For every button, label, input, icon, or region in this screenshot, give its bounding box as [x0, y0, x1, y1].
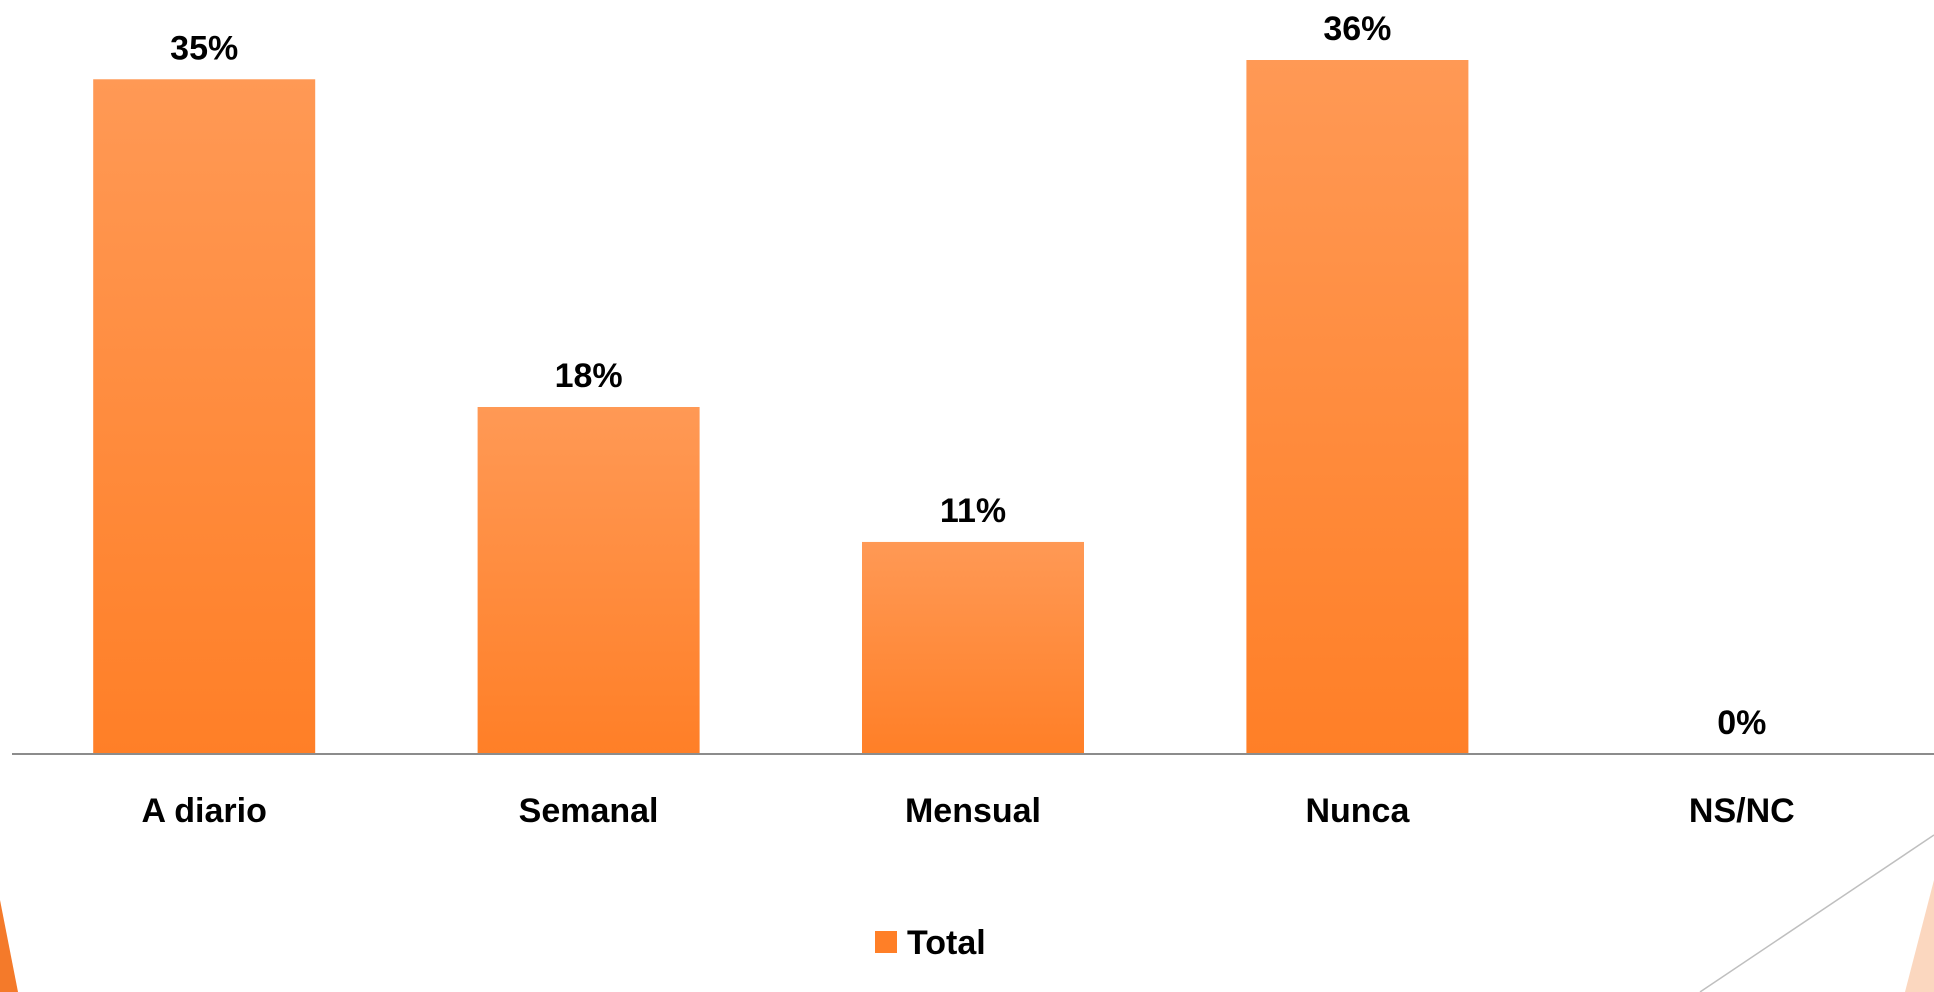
legend-label-total: Total — [907, 924, 986, 962]
value-label-ns-nc: 0% — [1717, 704, 1766, 742]
value-label-semanal: 18% — [555, 357, 623, 395]
value-label-nunca: 36% — [1323, 10, 1391, 48]
diagonal-line-accent — [1699, 834, 1934, 992]
value-label-mensual: 11% — [940, 492, 1006, 530]
category-label-semanal: Semanal — [519, 792, 659, 830]
category-labels-group: A diario Semanal Mensual Nunca NS/NC — [142, 792, 1795, 830]
right-corner-accent — [1905, 880, 1934, 992]
value-labels-group: 35% 18% 11% 36% 0% — [170, 10, 1766, 742]
bar-mensual — [862, 541, 1084, 754]
left-corner-accent — [0, 900, 18, 992]
category-label-a-diario: A diario — [142, 792, 267, 830]
legend: Total — [875, 924, 986, 962]
category-label-nunca: Nunca — [1305, 792, 1410, 830]
category-label-ns-nc: NS/NC — [1689, 792, 1795, 830]
bar-a-diario — [93, 79, 316, 755]
category-label-mensual: Mensual — [905, 792, 1041, 830]
legend-swatch — [875, 931, 897, 953]
bar-semanal — [477, 407, 700, 754]
value-label-a-diario: 35% — [170, 29, 238, 67]
bar-nunca — [1246, 60, 1469, 754]
bars-group — [93, 60, 1469, 755]
